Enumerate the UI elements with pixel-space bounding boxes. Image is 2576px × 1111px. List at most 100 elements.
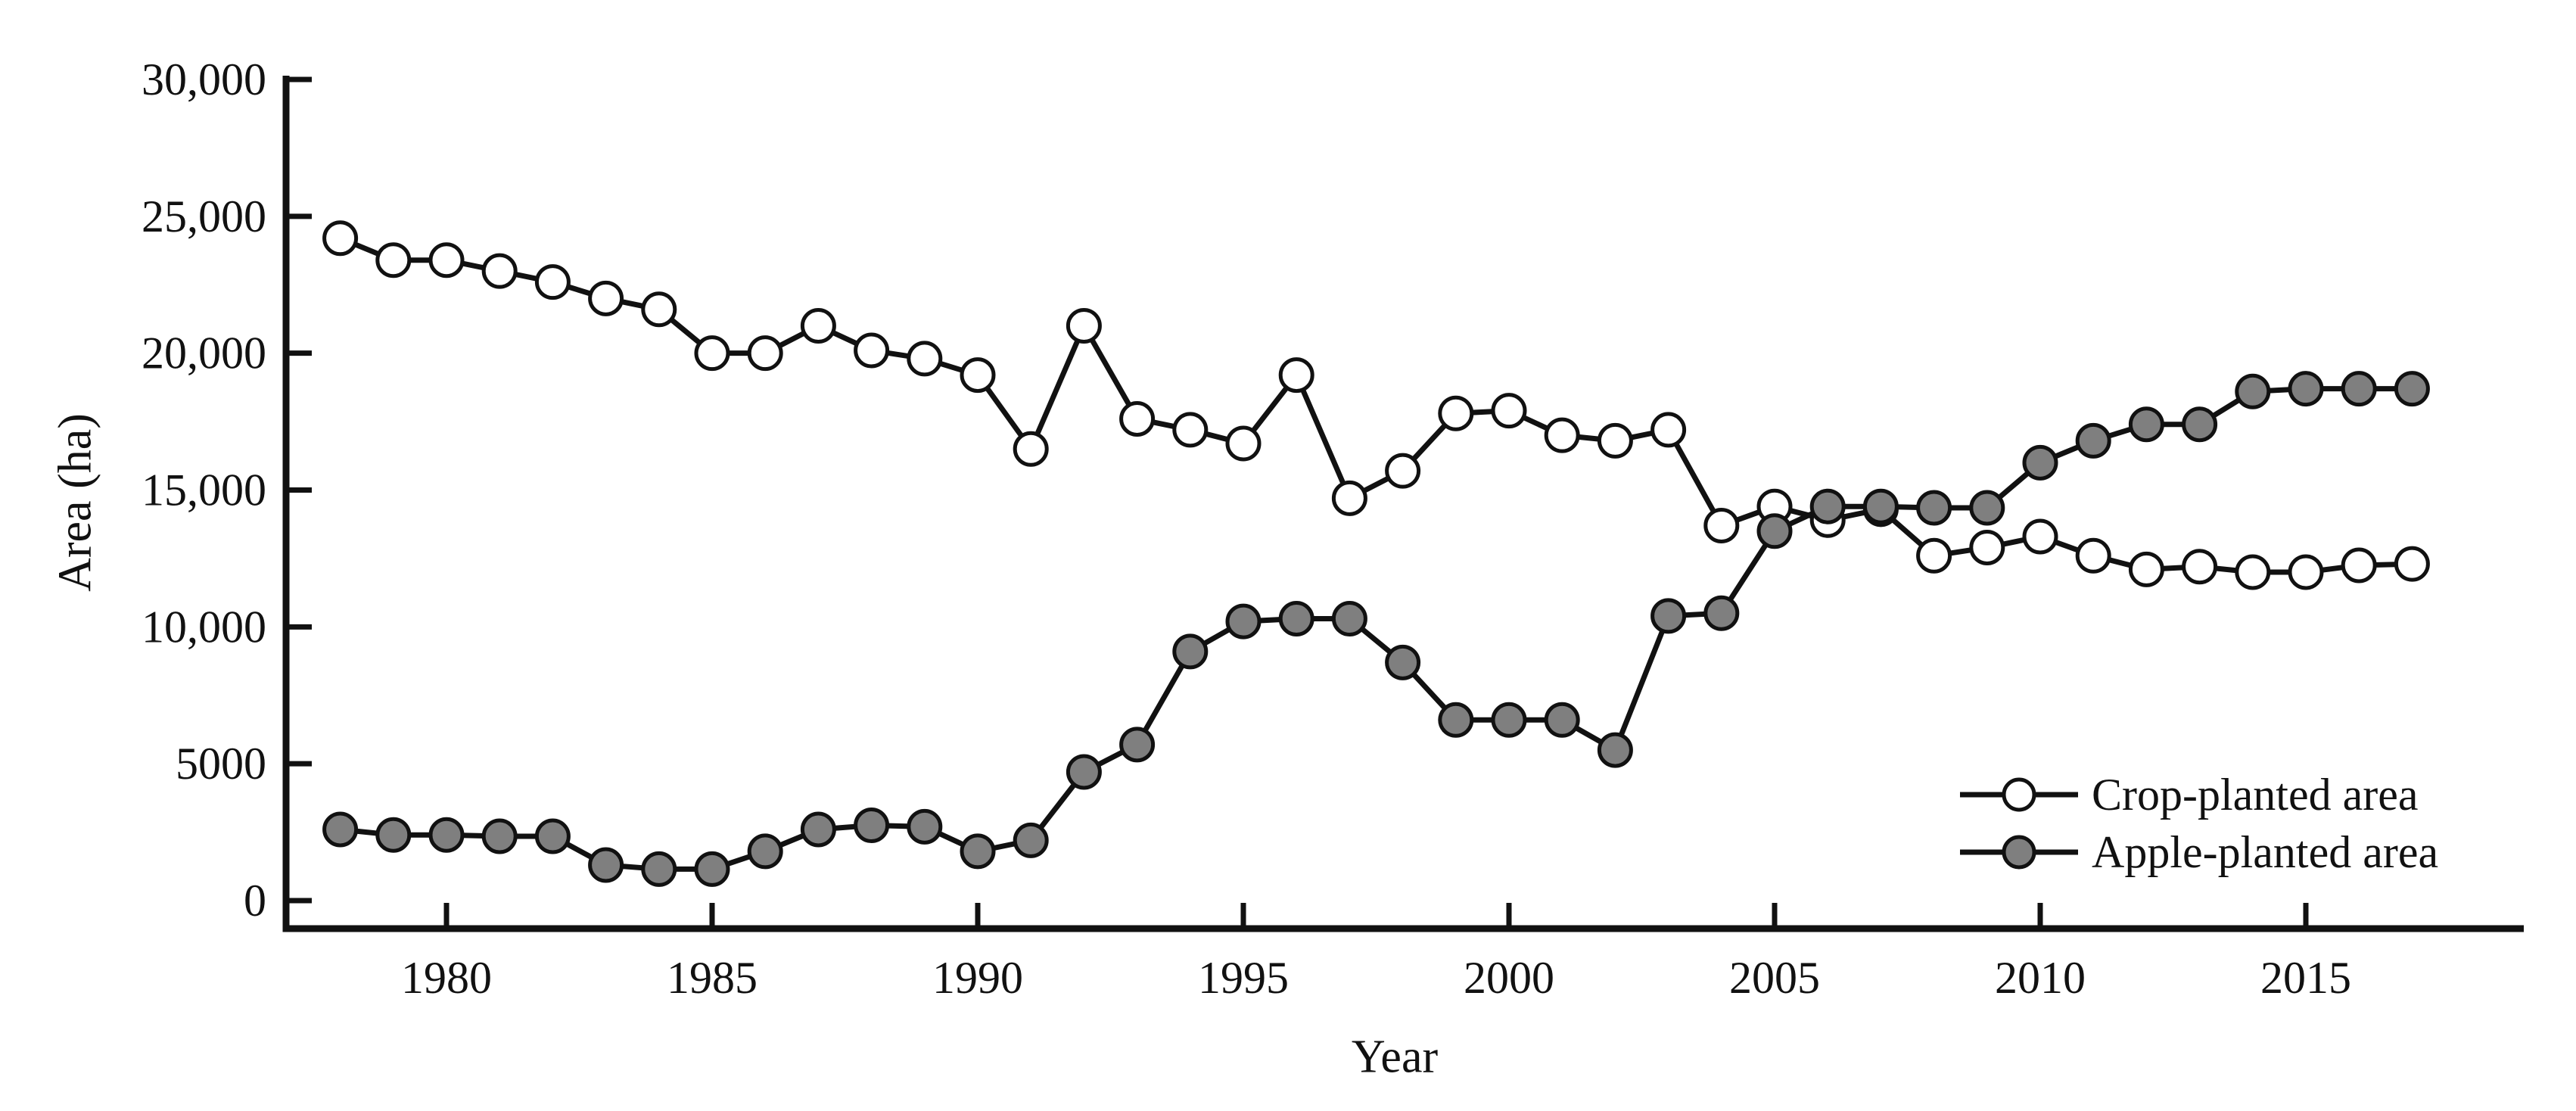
data-point-apple-planted-area-2001: [1544, 702, 1580, 738]
data-point-crop-planted-area-2002: [1597, 422, 1633, 459]
y-axis-tick-label: 15,000: [142, 465, 266, 515]
data-point-apple-planted-area-2012: [2128, 406, 2164, 443]
data-point-apple-planted-area-1998: [1385, 644, 1421, 680]
y-axis-tick-label: 25,000: [142, 191, 266, 241]
data-point-apple-planted-area-1979: [375, 817, 412, 853]
data-point-apple-planted-area-1993: [1119, 727, 1156, 763]
data-point-crop-planted-area-1985: [694, 335, 730, 372]
legend-label: Crop-planted area: [2092, 769, 2419, 820]
data-point-apple-planted-area-1988: [854, 808, 890, 844]
data-point-crop-planted-area-1989: [907, 341, 943, 377]
data-point-apple-planted-area-2007: [1862, 488, 1899, 524]
data-point-crop-planted-area-1988: [854, 332, 890, 369]
data-point-crop-planted-area-2004: [1703, 508, 1740, 544]
y-axis-tick-label: 5000: [176, 739, 266, 789]
data-point-apple-planted-area-1999: [1438, 702, 1474, 738]
data-point-apple-planted-area-1986: [747, 833, 783, 870]
data-point-crop-planted-area-2009: [1969, 529, 2005, 565]
data-point-crop-planted-area-2012: [2128, 551, 2164, 587]
data-point-crop-planted-area-2001: [1544, 417, 1580, 453]
y-axis-tick-label: 30,000: [142, 54, 266, 104]
data-point-apple-planted-area-1990: [960, 833, 996, 870]
data-point-crop-planted-area-1998: [1385, 453, 1421, 489]
series-line-crop-planted-area: [339, 235, 2413, 575]
data-point-apple-planted-area-1994: [1172, 633, 1209, 670]
data-point-apple-planted-area-1985: [694, 851, 730, 887]
data-point-crop-planted-area-1997: [1331, 480, 1367, 516]
data-point-apple-planted-area-2003: [1650, 598, 1687, 634]
x-axis-tick-label: 1995: [1198, 953, 1289, 1003]
data-point-crop-planted-area-1981: [481, 253, 518, 289]
data-point-crop-planted-area-1999: [1438, 395, 1474, 431]
data-point-crop-planted-area-1991: [1013, 431, 1049, 467]
data-point-apple-planted-area-2006: [1809, 488, 1846, 524]
data-point-apple-planted-area-1984: [641, 851, 677, 887]
x-axis-tick-label: 2015: [2260, 953, 2351, 1003]
data-point-crop-planted-area-1984: [641, 291, 677, 328]
data-point-crop-planted-area-2015: [2288, 554, 2324, 590]
data-point-crop-planted-area-1979: [375, 242, 412, 279]
x-axis-tick-label: 1980: [401, 953, 492, 1003]
y-axis-tick-label: 10,000: [142, 602, 266, 652]
data-point-crop-planted-area-1986: [747, 335, 783, 372]
data-point-crop-planted-area-2016: [2341, 547, 2377, 584]
data-point-crop-planted-area-1990: [960, 357, 996, 394]
series-line-apple-planted-area: [340, 386, 2413, 872]
data-point-crop-planted-area-1982: [534, 264, 571, 300]
x-axis-tick-label: 2010: [1995, 953, 2086, 1003]
data-point-apple-planted-area-1978: [322, 811, 359, 848]
data-point-crop-planted-area-2014: [2235, 554, 2271, 590]
data-point-apple-planted-area-2017: [2394, 371, 2430, 407]
data-point-crop-planted-area-2003: [1650, 412, 1687, 448]
legend-line-circle-icon: [1960, 777, 2078, 812]
data-point-crop-planted-area-2008: [1916, 537, 1952, 574]
y-axis-tick-label: 0: [244, 876, 266, 926]
data-point-apple-planted-area-2008: [1916, 490, 1952, 526]
data-point-apple-planted-area-2000: [1491, 702, 1527, 738]
data-point-apple-planted-area-1980: [428, 817, 465, 853]
legend-line-circle-icon: [1960, 835, 2078, 870]
data-point-apple-planted-area-2004: [1703, 595, 1740, 631]
data-point-apple-planted-area-2010: [2022, 444, 2058, 481]
data-point-apple-planted-area-1989: [907, 808, 943, 845]
data-point-apple-planted-area-2014: [2235, 373, 2271, 409]
data-point-crop-planted-area-2010: [2022, 518, 2058, 555]
data-point-apple-planted-area-2016: [2341, 371, 2377, 407]
data-point-crop-planted-area-2000: [1491, 393, 1527, 429]
x-axis-tick-label: 1990: [932, 953, 1023, 1003]
y-axis-tick-label: 20,000: [142, 328, 266, 378]
data-point-crop-planted-area-1995: [1225, 425, 1262, 462]
legend-item-crop-planted-area: Crop-planted area: [1958, 766, 2438, 823]
data-point-crop-planted-area-2017: [2394, 546, 2430, 582]
x-axis-title: Year: [1351, 1031, 1439, 1083]
data-point-apple-planted-area-1987: [800, 811, 836, 848]
data-point-apple-planted-area-1992: [1066, 754, 1102, 790]
x-axis-tick-label: 1985: [667, 953, 758, 1003]
legend-item-apple-planted-area: Apple-planted area: [1958, 823, 2438, 881]
data-point-crop-planted-area-1994: [1172, 412, 1209, 448]
x-axis-tick-label: 2000: [1464, 953, 1554, 1003]
data-point-apple-planted-area-1983: [588, 847, 624, 883]
data-point-apple-planted-area-1997: [1331, 600, 1367, 636]
data-point-apple-planted-area-2011: [2075, 422, 2111, 459]
data-point-crop-planted-area-1992: [1066, 308, 1102, 344]
data-point-crop-planted-area-1987: [800, 308, 836, 344]
data-point-apple-planted-area-1995: [1225, 603, 1262, 640]
data-point-crop-planted-area-1993: [1119, 400, 1156, 437]
data-point-apple-planted-area-1996: [1278, 600, 1314, 636]
data-point-crop-planted-area-2011: [2075, 537, 2111, 574]
data-point-apple-planted-area-1982: [534, 818, 571, 854]
data-point-crop-planted-area-1983: [588, 280, 624, 316]
data-point-apple-planted-area-1981: [481, 818, 518, 854]
data-point-crop-planted-area-2013: [2182, 549, 2218, 585]
data-point-apple-planted-area-2009: [1969, 490, 2005, 526]
data-point-apple-planted-area-1991: [1013, 822, 1049, 858]
y-axis-title: Area (ha): [49, 413, 101, 592]
data-point-crop-planted-area-1980: [428, 242, 465, 279]
data-point-apple-planted-area-2015: [2288, 371, 2324, 407]
x-axis-tick-label: 2005: [1729, 953, 1820, 1003]
data-point-apple-planted-area-2005: [1756, 513, 1793, 549]
data-point-crop-planted-area-1996: [1278, 357, 1314, 394]
